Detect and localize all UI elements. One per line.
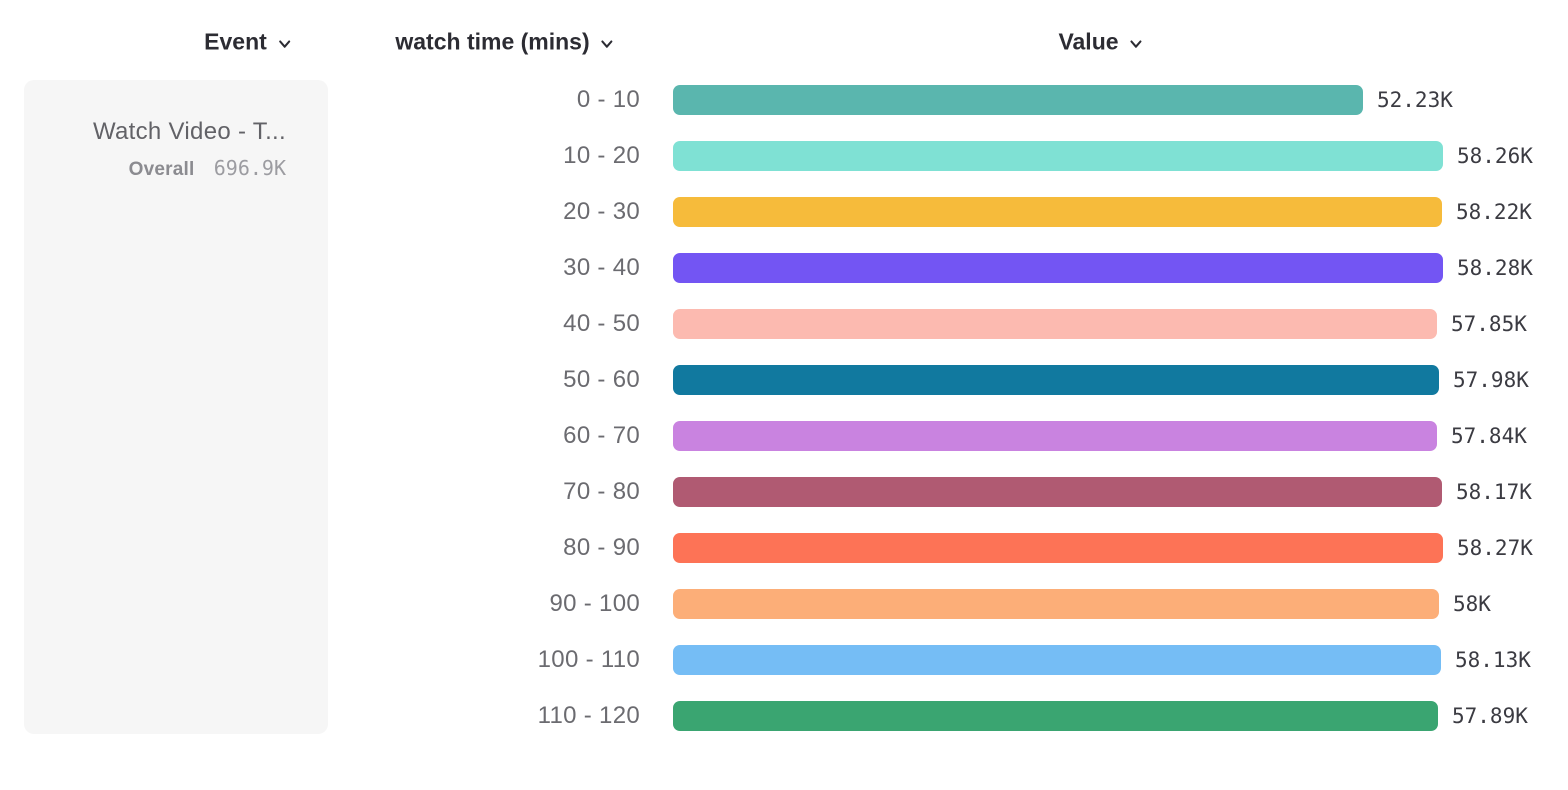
column-header-value-label: Value <box>1058 28 1119 55</box>
event-overall-row: Overall 696.9K <box>24 156 286 181</box>
bar-value-label: 58.13K <box>1455 648 1531 672</box>
bucket-label: 0 - 10 <box>576 86 640 113</box>
bucket-label: 70 - 80 <box>563 478 640 505</box>
bar-value-label: 58.28K <box>1457 256 1533 280</box>
bucket-label: 60 - 70 <box>563 422 640 449</box>
bar-row: 70 - 80 58.17K <box>0 464 1568 520</box>
bar-segment[interactable] <box>673 645 1441 675</box>
bar-segment[interactable] <box>673 85 1363 115</box>
overall-value: 696.9K <box>213 156 286 180</box>
bar-value-label: 52.23K <box>1377 88 1453 112</box>
bar-segment[interactable] <box>673 253 1443 283</box>
bar-row: 100 - 110 58.13K <box>0 632 1568 688</box>
bucket-label: 50 - 60 <box>563 366 640 393</box>
bar-value-label: 57.85K <box>1451 312 1527 336</box>
bar-segment[interactable] <box>673 533 1443 563</box>
bar-row: 0 - 10 52.23K <box>0 72 1568 128</box>
chevron-down-icon <box>601 39 613 48</box>
column-header-breakdown[interactable]: watch time (mins) <box>395 29 614 56</box>
bucket-label: 40 - 50 <box>563 310 640 337</box>
bar-row: 40 - 50 57.85K <box>0 296 1568 352</box>
bucket-label: 30 - 40 <box>563 254 640 281</box>
column-header-breakdown-label: watch time (mins) <box>395 28 590 55</box>
bucket-label: 110 - 120 <box>537 702 640 729</box>
bucket-label: 20 - 30 <box>563 198 640 225</box>
chevron-down-icon <box>1130 39 1142 48</box>
bucket-label: 80 - 90 <box>563 534 640 561</box>
event-card[interactable]: Watch Video - T... Overall 696.9K <box>24 80 328 734</box>
bar-segment[interactable] <box>673 589 1439 619</box>
bar-value-label: 58K <box>1453 592 1491 616</box>
bar-segment[interactable] <box>673 365 1439 395</box>
bar-row: 60 - 70 57.84K <box>0 408 1568 464</box>
bar-value-label: 58.17K <box>1456 480 1532 504</box>
bucket-label: 90 - 100 <box>549 590 640 617</box>
column-header-value[interactable]: Value <box>1058 29 1143 56</box>
bar-segment[interactable] <box>673 197 1442 227</box>
column-header-event[interactable]: Event <box>204 29 292 56</box>
bucket-label: 100 - 110 <box>537 646 640 673</box>
bar-value-label: 58.22K <box>1456 200 1532 224</box>
bar-row: 90 - 100 58K <box>0 576 1568 632</box>
bar-row: 80 - 90 58.27K <box>0 520 1568 576</box>
overall-label: Overall <box>128 159 195 180</box>
bar-chart: 0 - 10 52.23K 10 - 20 58.26K 20 - 30 58.22K 30… <box>0 72 1568 744</box>
bar-segment[interactable] <box>673 141 1443 171</box>
bar-value-label: 58.27K <box>1457 536 1533 560</box>
event-title: Watch Video - T... <box>92 118 286 145</box>
bar-segment[interactable] <box>673 309 1437 339</box>
bucket-label: 10 - 20 <box>563 142 640 169</box>
bar-row: 110 - 120 57.89K <box>0 688 1568 744</box>
bar-segment[interactable] <box>673 701 1438 731</box>
bar-segment[interactable] <box>673 421 1437 451</box>
column-header-event-label: Event <box>204 28 267 55</box>
bar-value-label: 57.84K <box>1451 424 1527 448</box>
bar-row: 50 - 60 57.98K <box>0 352 1568 408</box>
bar-row: 20 - 30 58.22K <box>0 184 1568 240</box>
bar-value-label: 57.89K <box>1452 704 1528 728</box>
bar-row: 10 - 20 58.26K <box>0 128 1568 184</box>
bar-segment[interactable] <box>673 477 1442 507</box>
bar-value-label: 58.26K <box>1457 144 1533 168</box>
bar-row: 30 - 40 58.28K <box>0 240 1568 296</box>
bar-value-label: 57.98K <box>1453 368 1529 392</box>
chevron-down-icon <box>278 39 290 48</box>
